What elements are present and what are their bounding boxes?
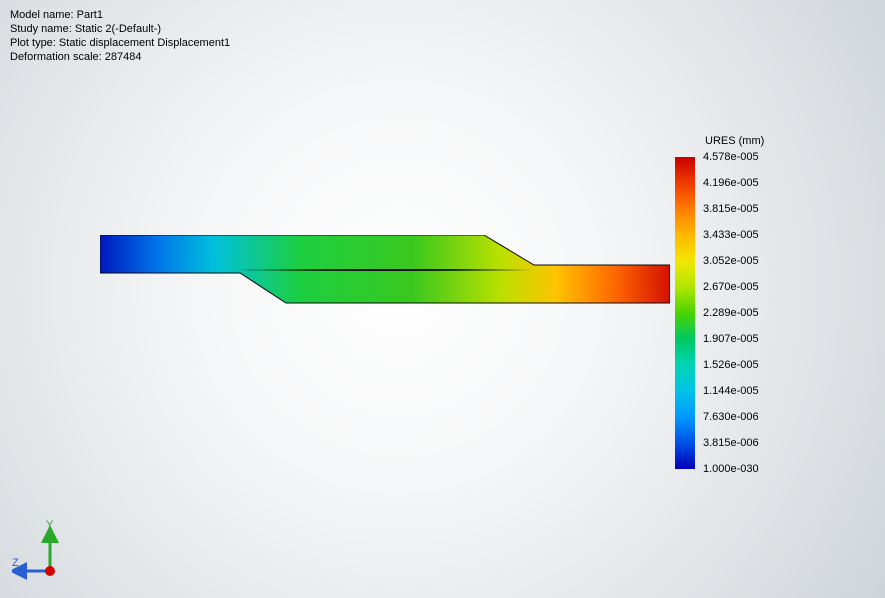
plot-type-line: Plot type: Static displacement Displacem… [10, 36, 230, 50]
plot-type-label: Plot type: [10, 37, 56, 49]
study-name-line: Study name: Static 2(-Default-) [10, 22, 230, 36]
legend-tick: 1.000e-030 [703, 463, 759, 475]
origin-icon [45, 566, 55, 576]
legend-tick: 4.578e-005 [703, 151, 759, 163]
legend-tick: 3.815e-005 [703, 203, 759, 215]
legend-tick: 2.289e-005 [703, 307, 759, 319]
deformation-scale-value: 287484 [105, 51, 142, 63]
fea-part-svg [100, 235, 670, 355]
model-name-line: Model name: Part1 [10, 8, 230, 22]
z-axis-label: Z [12, 557, 19, 569]
legend-tick: 2.670e-005 [703, 281, 759, 293]
legend-bar [675, 157, 695, 469]
legend-tick: 4.196e-005 [703, 177, 759, 189]
study-name-value: Static 2(-Default-) [75, 23, 161, 35]
legend-tick: 7.630e-006 [703, 411, 759, 423]
model-name-value: Part1 [77, 9, 103, 21]
study-name-label: Study name: [10, 23, 72, 35]
legend-tick: 1.907e-005 [703, 333, 759, 345]
legend-bar-svg [675, 157, 695, 469]
fea-part [100, 235, 670, 355]
model-name-label: Model name: [10, 9, 74, 21]
legend-tick: 3.052e-005 [703, 255, 759, 267]
legend-tick: 1.144e-005 [703, 385, 759, 397]
legend-tick: 3.433e-005 [703, 229, 759, 241]
legend-title: URES (mm) [705, 135, 825, 147]
color-legend: URES (mm) 4.578e-005 4.196e-005 3.815e-005… [675, 135, 825, 469]
simulation-viewport: Model name: Part1 Study name: Static 2(-… [0, 0, 885, 598]
y-axis-label: Y [46, 519, 54, 531]
deformation-scale-label: Deformation scale: [10, 51, 102, 63]
deformation-scale-line: Deformation scale: 287484 [10, 50, 230, 64]
legend-tick: 1.526e-005 [703, 359, 759, 371]
triad-svg: Y Z [12, 516, 82, 586]
coordinate-triad: Y Z [12, 516, 82, 586]
legend-body: 4.578e-0054.196e-0053.815e-0053.433e-005… [675, 157, 825, 469]
plot-metadata: Model name: Part1 Study name: Static 2(-… [10, 8, 230, 64]
legend-tick: 3.815e-006 [703, 437, 759, 449]
plot-type-value: Static displacement Displacement1 [59, 37, 230, 49]
